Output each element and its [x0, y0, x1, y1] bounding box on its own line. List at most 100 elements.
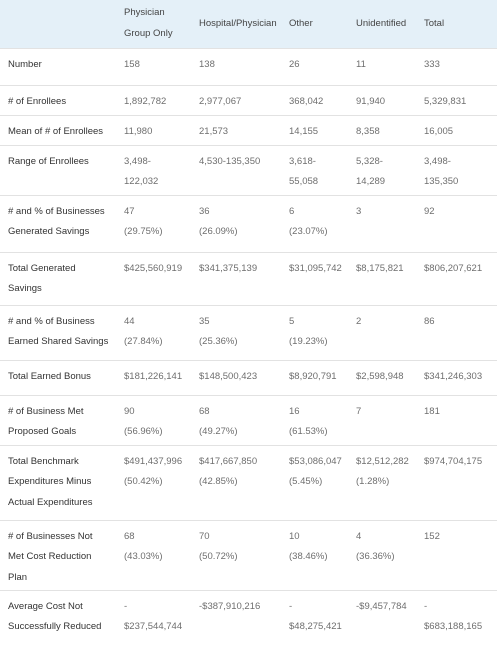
cell: 91,940 [348, 84, 416, 115]
cell: 36 (26.09%) [191, 194, 281, 252]
cell-text: 21,573 [199, 125, 229, 137]
cell: 11,980 [116, 114, 191, 145]
header-text: Physician [124, 7, 165, 19]
cell: $341,246,303 [416, 359, 497, 395]
cell: $417,667,850 (42.85%) [191, 444, 281, 520]
header-row: Physician Group Only Hospital/Physician Oth… [0, 0, 497, 48]
cell-text: 90 [124, 405, 135, 417]
cell-text: 47 [124, 205, 135, 217]
cell: 138 [191, 47, 281, 85]
label-text: Total Earned Bonus [8, 370, 91, 382]
cell-text: (25.36%) [199, 336, 238, 347]
cell: 7 [348, 394, 416, 445]
cell: 5 (19.23%) [281, 304, 348, 360]
table-row: Range of Enrollees 3,498- 122,032 4,530-135… [0, 144, 497, 195]
cell-text: $181,226,141 [124, 370, 183, 382]
row-label: Total Earned Bonus [0, 359, 116, 395]
cell-text: (27.84%) [124, 336, 163, 347]
table-row: Total Benchmark Expenditures Minus Actual … [0, 444, 497, 520]
cell-text: 3 [356, 205, 362, 217]
cell: $12,512,282 (1.28%) [348, 444, 416, 520]
cell: -$387,910,216 [191, 589, 281, 647]
cell: 90 (56.96%) [116, 394, 191, 445]
label-text: # and % of Businesses [8, 205, 105, 217]
row-label: # and % of Businesses Generated Savings [0, 194, 116, 252]
table-row: Total Earned Bonus $181,226,141 $148,500,4… [0, 359, 497, 395]
cell-text: 55,058 [289, 176, 319, 187]
header-cell: Unidentified [348, 0, 416, 48]
row-label: # and % of Business Earned Shared Savings [0, 304, 116, 360]
label-text: Range of Enrollees [8, 155, 89, 167]
cell-text: 138 [199, 58, 215, 70]
cell: 68 (49.27%) [191, 394, 281, 445]
cell-text: $491,437,996 [124, 455, 183, 467]
row-label: Total Benchmark Expenditures Minus Actual … [0, 444, 116, 520]
cell-text: (29.75%) [124, 226, 163, 237]
table-row: Average Cost Not Successfully Reduced - $23… [0, 589, 497, 647]
cell-text: (49.27%) [199, 426, 238, 437]
header-cell: Hospital/Physician [191, 0, 281, 48]
cell-text: $31,095,742 [289, 262, 342, 274]
cell-text: - [289, 600, 293, 612]
cell-text: -$387,910,216 [199, 600, 261, 612]
cell-text: 4,530-135,350 [199, 155, 261, 167]
label-text: Proposed Goals [8, 426, 77, 437]
cell: $341,375,139 [191, 251, 281, 305]
cell: 26 [281, 47, 348, 85]
cell: 5,328- 14,289 [348, 144, 416, 195]
cell: 44 (27.84%) [116, 304, 191, 360]
label-text: # of Businesses Not [8, 530, 93, 542]
cell-text: (56.96%) [124, 426, 163, 437]
cell-text: $341,246,303 [424, 370, 483, 382]
cell-text: $806,207,621 [424, 262, 483, 274]
label-text: Total Benchmark [8, 455, 79, 467]
table-row: # of Enrollees 1,892,782 2,977,067 368,042 9… [0, 84, 497, 115]
cell: 158 [116, 47, 191, 85]
header-cell: Physician Group Only [116, 0, 191, 48]
cell-text: 6 [289, 205, 295, 217]
cell-text: 333 [424, 58, 440, 70]
cell-text: 368,042 [289, 95, 324, 107]
cell-text: 181 [424, 405, 440, 417]
cell: - $237,544,744 [116, 589, 191, 647]
cell-text: 14,155 [289, 125, 319, 137]
cell: 5,329,831 [416, 84, 497, 115]
cell: 3 [348, 194, 416, 252]
cell-text: 92 [424, 205, 435, 217]
cell: 181 [416, 394, 497, 445]
cell-text: 11 [356, 58, 366, 70]
cell-text: (36.36%) [356, 551, 395, 562]
cell: $425,560,919 [116, 251, 191, 305]
cell: 8,358 [348, 114, 416, 145]
cell: 70 (50.72%) [191, 519, 281, 590]
cell-text: $12,512,282 [356, 455, 409, 467]
cell-text: (38.46%) [289, 551, 328, 562]
cell: 21,573 [191, 114, 281, 145]
cell: 2,977,067 [191, 84, 281, 115]
cell-text: 36 [199, 205, 210, 217]
label-text: Mean of # of Enrollees [8, 125, 104, 137]
cell-text: 16,005 [424, 125, 454, 137]
cell-text: 70 [199, 530, 210, 542]
row-label: # of Businesses Not Met Cost Reduction Pla… [0, 519, 116, 590]
cell: 368,042 [281, 84, 348, 115]
cell: $53,086,047 (5.45%) [281, 444, 348, 520]
header-cell [0, 0, 116, 48]
cell: 92 [416, 194, 497, 252]
label-text: # of Business Met [8, 405, 84, 417]
table-row: # and % of Businesses Generated Savings 47… [0, 194, 497, 252]
cell: 6 (23.07%) [281, 194, 348, 252]
cell: 333 [416, 47, 497, 85]
cell-text: $148,500,423 [199, 370, 258, 382]
cell: $2,598,948 [348, 359, 416, 395]
label-text: Number [8, 58, 42, 70]
row-label: # of Business Met Proposed Goals [0, 394, 116, 445]
cell-text: 11,980 [124, 125, 153, 137]
row-label: Total Generated Savings [0, 251, 116, 305]
label-text: Successfully Reduced [8, 621, 102, 632]
cell: 16 (61.53%) [281, 394, 348, 445]
row-label: Range of Enrollees [0, 144, 116, 195]
